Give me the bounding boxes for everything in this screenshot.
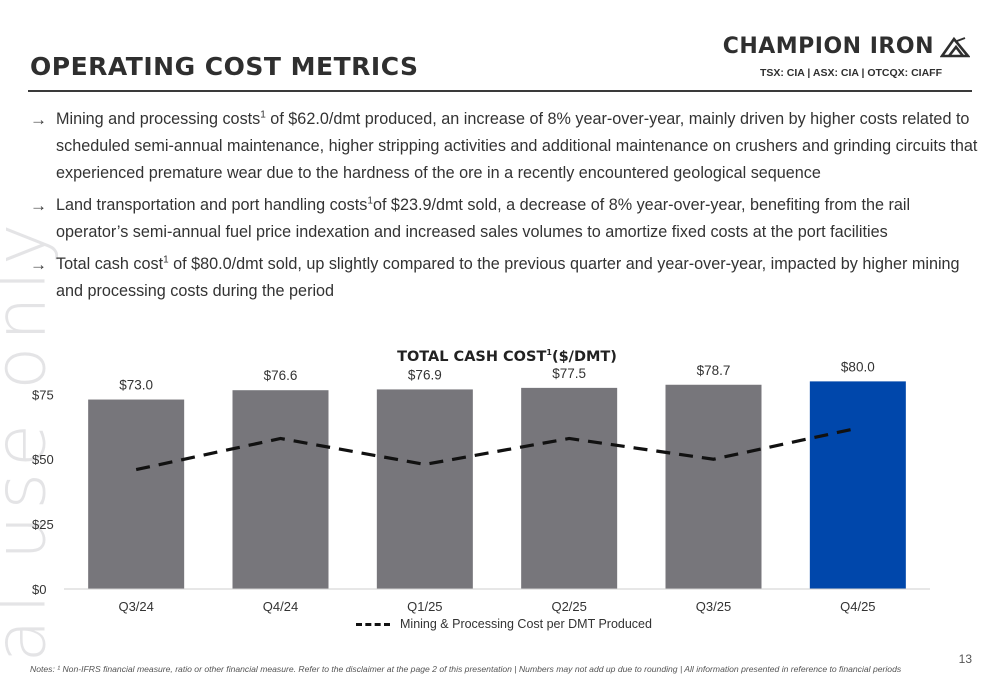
dashed-line-swatch [356, 622, 390, 626]
x-tick-label: Q4/24 [263, 599, 298, 614]
page-number: 13 [958, 652, 972, 666]
x-tick-label: Q3/24 [118, 599, 153, 614]
y-tick-label: $75 [32, 387, 54, 402]
arrow-right-icon: → [30, 110, 47, 129]
x-tick-label: Q4/25 [840, 599, 875, 614]
title-divider [28, 90, 972, 92]
chart-legend: Mining & Processing Cost per DMT Produce… [356, 617, 652, 631]
arrow-right-icon: → [30, 196, 47, 215]
bullet-list: → Mining and processing costs1 of $62.0/… [30, 106, 980, 310]
footnote: Notes: ¹ Non-IFRS financial measure, rat… [30, 664, 902, 674]
bar-value-label: $80.0 [841, 359, 875, 374]
bar [665, 384, 762, 589]
bar-value-label: $76.9 [408, 367, 442, 382]
bar-value-label: $76.6 [264, 368, 298, 383]
bar-value-label: $78.7 [697, 363, 731, 378]
x-tick-label: Q2/25 [551, 599, 586, 614]
y-tick-label: $25 [32, 517, 54, 532]
bar [376, 389, 473, 589]
bar [521, 387, 618, 589]
bullet-text: Mining and processing costs1 of $62.0/dm… [56, 109, 978, 182]
bar-value-label: $73.0 [119, 378, 153, 393]
bullet-text: Land transportation and port handling co… [56, 195, 911, 241]
mountain-logo-icon [940, 36, 970, 57]
y-tick-label: $0 [32, 582, 46, 597]
x-tick-label: Q3/25 [696, 599, 731, 614]
bar [809, 381, 906, 589]
mining-processing-cost-line [135, 426, 859, 472]
page-title: OPERATING COST METRICS [30, 52, 419, 81]
company-logo: CHAMPION IRON TSX: CIA | ASX: CIA | OTCQ… [723, 34, 970, 79]
bar [232, 390, 329, 589]
arrow-right-icon: → [30, 255, 47, 274]
x-tick-label: Q1/25 [407, 599, 442, 614]
bullet-text: Total cash cost1 of $80.0/dmt sold, up s… [56, 254, 960, 300]
legend-label: Mining & Processing Cost per DMT Produce… [400, 617, 652, 631]
bullet-item: → Land transportation and port handling … [30, 192, 980, 246]
ticker-symbols: TSX: CIA | ASX: CIA | OTCQX: CIAFF [759, 67, 942, 79]
chart-title: TOTAL CASH COST1($/DMT) [397, 348, 617, 365]
bar-value-label: $77.5 [552, 366, 586, 381]
bar [88, 399, 185, 589]
bullet-item: → Total cash cost1 of $80.0/dmt sold, up… [30, 251, 980, 305]
bullet-item: → Mining and processing costs1 of $62.0/… [30, 106, 980, 187]
logo-text: CHAMPION IRON [722, 34, 934, 59]
y-tick-label: $50 [32, 452, 54, 467]
